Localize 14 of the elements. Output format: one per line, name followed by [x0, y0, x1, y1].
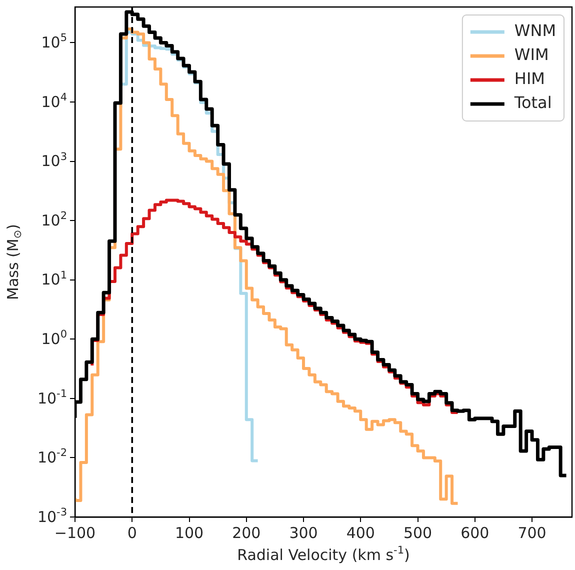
- legend-label: WIM: [514, 45, 549, 64]
- x-tick-label: 600: [460, 524, 490, 542]
- x-tick-label: 300: [289, 524, 318, 542]
- legend-label: WNM: [514, 21, 556, 40]
- y-axis-title: Mass (M⊙): [4, 224, 24, 300]
- legend-label: Total: [513, 93, 552, 112]
- x-tick-label: −100: [54, 524, 96, 542]
- x-tick-label: 0: [127, 524, 137, 542]
- x-tick-label: 500: [403, 524, 432, 542]
- legend-label: HIM: [514, 69, 545, 88]
- x-tick-label: 400: [346, 524, 375, 542]
- x-tick-label: 100: [174, 524, 204, 542]
- x-tick-label: 200: [232, 524, 261, 542]
- x-tick-label: 700: [518, 524, 546, 542]
